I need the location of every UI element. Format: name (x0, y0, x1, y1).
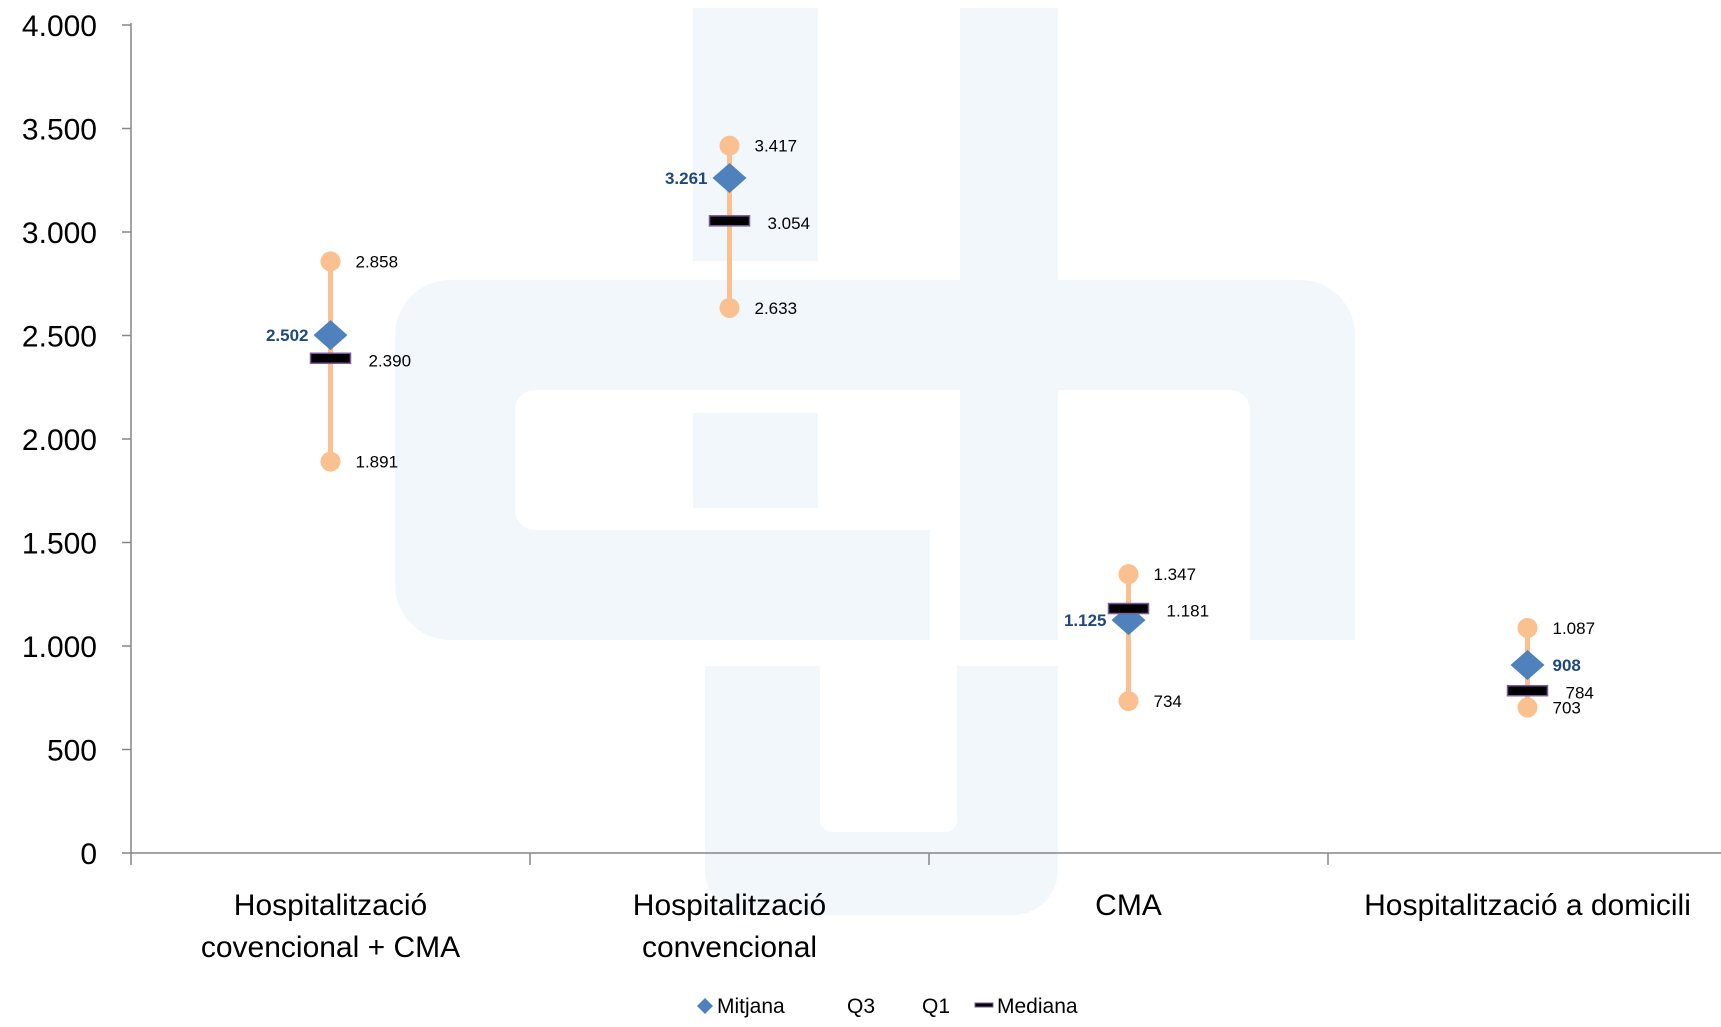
q1-point (1118, 691, 1139, 712)
y-tick-label: 2.500 (22, 321, 97, 354)
category-label: CMA (1095, 889, 1162, 922)
y-tick-label: 3.500 (22, 114, 97, 147)
median-point (708, 215, 751, 227)
y-tick-label: 500 (47, 735, 97, 768)
q1-data-label: 734 (1154, 692, 1182, 711)
q3-data-label: 2.858 (356, 252, 399, 271)
y-tick-label: 4.000 (22, 10, 97, 43)
category-label: Hospitalització (234, 889, 427, 922)
category-label: Hospitalització (633, 889, 826, 922)
median-point (1107, 602, 1150, 615)
median-data-label: 3.054 (768, 214, 811, 233)
watermark-shape (693, 413, 818, 508)
legend-entry: Q3 (847, 995, 875, 1018)
q1-data-label: 1.891 (356, 453, 399, 472)
median-data-label: 2.390 (369, 351, 412, 370)
legend-entry: Mitjana (717, 995, 785, 1018)
median-point (1506, 684, 1549, 697)
legend-marker (697, 998, 713, 1014)
mean-point (712, 162, 747, 193)
y-tick-label: 1.500 (22, 528, 97, 561)
category-label: Hospitalització a domicili (1364, 889, 1691, 922)
q1-data-label: 703 (1553, 698, 1581, 717)
watermark-shape (705, 666, 1058, 915)
legend-marker (974, 1002, 994, 1008)
q1-point (320, 451, 341, 472)
category-label: covencional + CMA (201, 931, 460, 964)
q3-data-label: 3.417 (755, 137, 798, 156)
median-data-label: 784 (1566, 684, 1594, 703)
mean-point (313, 320, 348, 351)
q1-point (1517, 697, 1538, 718)
q3-point (1517, 617, 1538, 638)
y-tick-label: 3.000 (22, 217, 97, 250)
data-marks (309, 135, 1549, 718)
mean-data-label: 3.261 (665, 169, 708, 188)
data-labels: 2.858 1.891 2.390 2.502 3.417 2.633 3.054 3.261… (266, 137, 1595, 718)
median-point (309, 352, 352, 365)
median-data-label: 1.181 (1167, 602, 1210, 621)
q3-point (719, 135, 740, 156)
watermark-logo (395, 8, 1355, 915)
legend-entry: Mediana (997, 995, 1078, 1018)
y-tick-label: 0 (80, 838, 97, 871)
watermark-shape (395, 280, 1355, 640)
y-tick-label: 1.000 (22, 631, 97, 664)
category-label: convencional (642, 931, 817, 964)
legend-entry: Q1 (922, 995, 950, 1018)
mean-data-label: 908 (1553, 656, 1581, 675)
mean-data-label: 1.125 (1064, 611, 1107, 630)
chart-axes: 0 500 1.000 1.500 2.000 2.500 3.000 3.500 4.000 H… (22, 10, 1721, 964)
q3-data-label: 1.347 (1154, 565, 1197, 584)
watermark-shape (960, 8, 1058, 640)
y-tick-label: 2.000 (22, 424, 97, 457)
q1-data-label: 2.633 (755, 299, 798, 318)
q1-point (719, 297, 740, 318)
q3-point (1118, 564, 1139, 585)
legend: Mitjana Q3 Q1 Mediana (697, 995, 1078, 1018)
q3-point (320, 251, 341, 272)
mean-point (1510, 650, 1545, 681)
mean-data-label: 2.502 (266, 326, 309, 345)
q3-data-label: 1.087 (1553, 619, 1596, 638)
